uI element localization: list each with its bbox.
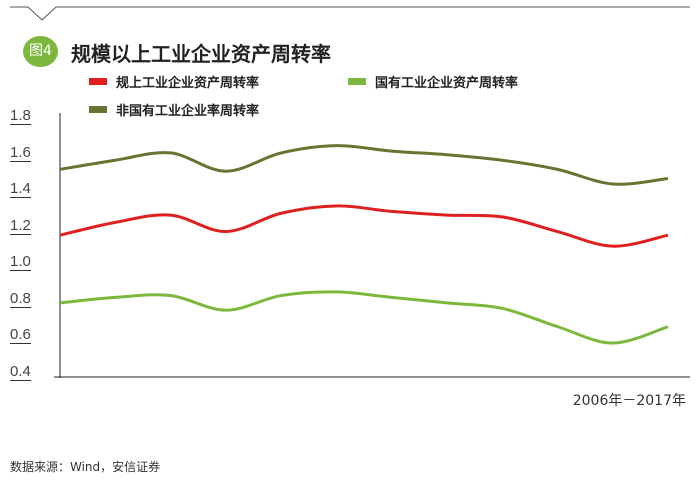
y-tick-label: 0.8 [10,289,31,308]
y-tick-label: 0.4 [10,363,31,381]
legend-swatch-olive [89,106,107,113]
y-tick-label: 1.2 [10,216,31,235]
y-tick-label: 1.0 [10,253,31,272]
y-tick-label: 0.6 [10,326,31,345]
y-tick-label: 1.8 [10,107,31,125]
y-tick-label: 1.4 [10,180,31,199]
figure-badge: 图4 [23,36,58,67]
header-rule [10,6,690,21]
legend-label: 国有工业企业资产周转率 [375,76,519,91]
series-line-1 [59,290,669,345]
chart-title: 规模以上工业企业资产周转率 [71,42,331,66]
series-line-2 [59,144,669,186]
y-tick-label: 1.6 [10,143,31,162]
legend-label: 非国有工业企业率周转率 [116,104,260,119]
x-axis-label: 2006年－2017年 [572,393,686,409]
legend-swatch-green [348,78,366,85]
series-line-0 [59,204,669,248]
legend-swatch-red [89,78,107,85]
source-note: 数据来源：Wind，安信证券 [10,460,161,474]
legend-label: 规上工业企业资产周转率 [116,76,260,91]
